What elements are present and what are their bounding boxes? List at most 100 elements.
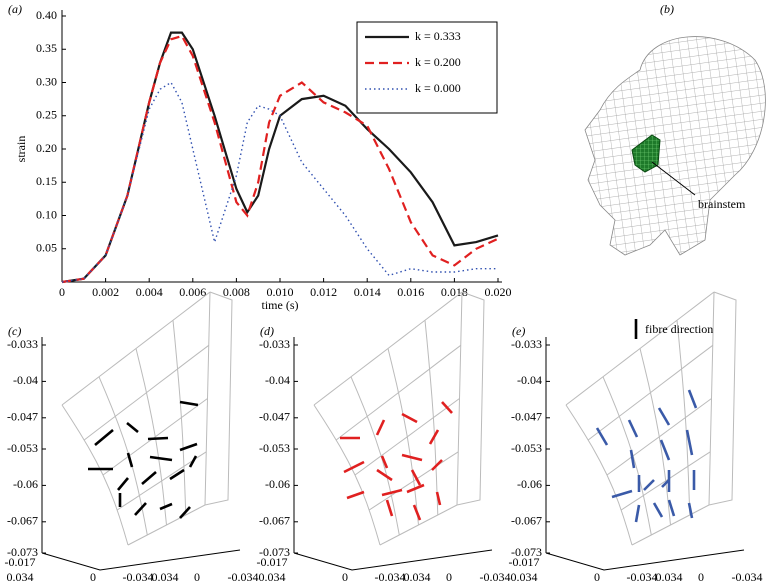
fibre-direction xyxy=(117,477,129,491)
y-tick-label: 0 xyxy=(446,570,452,584)
floor-axes xyxy=(293,549,493,571)
fibre-direction xyxy=(179,442,198,452)
mesh-line xyxy=(354,398,460,476)
mesh-line xyxy=(456,291,485,506)
mesh-line xyxy=(379,504,458,546)
fibre-direction xyxy=(643,479,655,491)
z-tick-label: -0.06 xyxy=(13,477,38,491)
y-tick-label: 0.15 xyxy=(36,174,57,188)
fibre-direction xyxy=(380,455,389,469)
fibre-direction xyxy=(595,427,609,446)
y-tick-label: 0.034 xyxy=(404,570,431,584)
z-tick-label: -0.047 xyxy=(7,410,38,424)
mesh-line xyxy=(116,451,207,511)
annotation-line xyxy=(651,161,696,196)
mesh-line xyxy=(639,348,671,526)
mesh-line xyxy=(135,348,167,526)
fibre-direction xyxy=(685,429,694,456)
wireframe-panel: (e)-0.033 -0.04 -0.047 -0.053 -0.06 -0.067 -0.… xyxy=(509,291,763,584)
legend-label: k = 0.333 xyxy=(415,29,461,43)
x-tick-label: 0.004 xyxy=(136,285,163,299)
mesh-line xyxy=(61,404,129,546)
fibre-direction xyxy=(431,459,443,471)
z-tick-label: -0.053 xyxy=(7,441,38,455)
legend-label: fibre direction xyxy=(645,322,713,336)
x-tick-label: -0.017 xyxy=(509,555,540,569)
y-tick-label: 0.30 xyxy=(36,74,57,88)
z-tick-label: -0.04 xyxy=(517,373,542,387)
fibre-direction xyxy=(634,504,641,523)
x-tick-label: 0 xyxy=(342,570,348,584)
z-tick-label: -0.033 xyxy=(259,337,290,351)
mesh-line xyxy=(602,376,652,536)
x-axis-label: time (s) xyxy=(262,298,299,312)
fibre-direction xyxy=(410,469,422,486)
y-tick-label: 0 xyxy=(698,570,704,584)
floor-axes xyxy=(545,549,745,571)
fibre-direction xyxy=(126,421,139,434)
fibre-direction xyxy=(659,439,671,461)
y-tick-label: 0.05 xyxy=(36,241,57,255)
y-axis-label: strain xyxy=(14,136,28,163)
skull-mesh xyxy=(584,36,766,256)
mesh-line xyxy=(456,291,463,506)
mesh-line xyxy=(387,348,419,526)
fibre-direction xyxy=(141,471,157,485)
fibre-direction xyxy=(188,455,198,468)
mesh-line xyxy=(204,291,233,506)
z-tick-label: -0.047 xyxy=(511,410,542,424)
x-tick-label: 0.018 xyxy=(441,285,468,299)
fibre-direction xyxy=(385,499,394,517)
floor-axes xyxy=(41,549,241,571)
z-tick-label: -0.04 xyxy=(265,373,290,387)
series-line xyxy=(61,34,499,284)
x-tick-label: 0.006 xyxy=(179,285,206,299)
y-tick-label: 0.25 xyxy=(36,108,57,122)
mesh-line xyxy=(204,291,211,506)
y-tick-label: 0.20 xyxy=(36,141,57,155)
fibre-direction xyxy=(401,412,418,424)
z-tick-label: -0.047 xyxy=(259,410,290,424)
annotation: brainstem xyxy=(698,197,746,211)
fibre-direction xyxy=(687,502,694,519)
panel-label: (e) xyxy=(512,324,525,338)
x-tick-label: 0.034 xyxy=(7,570,34,584)
x-tick-label: 0.034 xyxy=(259,570,286,584)
z-tick-label: -0.067 xyxy=(511,514,542,528)
x-tick-label: -0.017 xyxy=(5,555,36,569)
z-tick-label: -0.067 xyxy=(259,514,290,528)
fibre-direction xyxy=(149,455,173,462)
mesh-line xyxy=(631,504,710,546)
panel-label: (c) xyxy=(8,324,21,338)
z-tick-label: -0.073 xyxy=(7,545,38,559)
x-tick-label: -0.034 xyxy=(627,570,658,584)
x-tick-label: -0.017 xyxy=(257,555,288,569)
fibre-direction xyxy=(435,491,442,506)
wireframe-panel: (c)-0.033 -0.04 -0.047 -0.053 -0.06 -0.067 -0.… xyxy=(5,291,259,584)
mesh-line xyxy=(708,291,715,506)
fibre-direction xyxy=(381,488,403,497)
legend-label: k = 0.200 xyxy=(415,55,461,69)
x-tick-label: 0 xyxy=(90,570,96,584)
fibre-direction xyxy=(343,460,365,474)
panel-label: (b) xyxy=(660,2,674,16)
x-tick-label: 0.034 xyxy=(511,570,538,584)
fibre-direction xyxy=(412,504,422,521)
fibre-direction xyxy=(428,429,440,445)
fibre-direction xyxy=(406,483,425,494)
y-tick-label: 0.034 xyxy=(152,570,179,584)
y-tick-label: 0.10 xyxy=(36,207,57,221)
skull-panel: (b) brainstem xyxy=(584,2,766,256)
z-tick-label: -0.067 xyxy=(7,514,38,528)
mesh-line xyxy=(350,376,400,536)
z-tick-label: -0.053 xyxy=(259,441,290,455)
z-tick-label: -0.06 xyxy=(265,477,290,491)
fibre-direction xyxy=(687,389,698,409)
x-tick-label: 0.010 xyxy=(267,285,294,299)
x-tick-label: 0.002 xyxy=(92,285,119,299)
x-tick-label: 0 xyxy=(594,570,600,584)
x-tick-label: 0.008 xyxy=(223,285,250,299)
mesh-line xyxy=(313,404,381,546)
